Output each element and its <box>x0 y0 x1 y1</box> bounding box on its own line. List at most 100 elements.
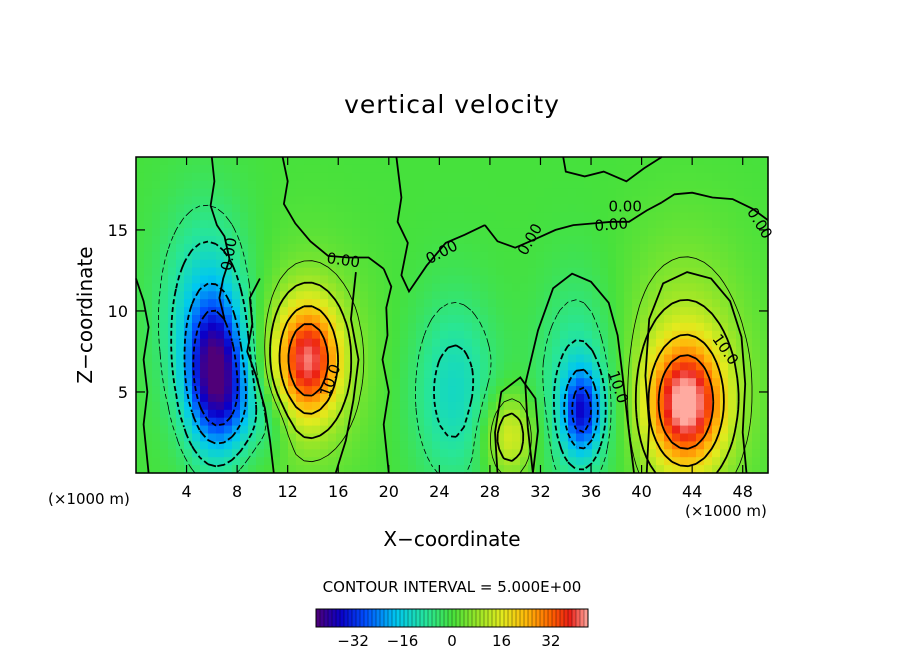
field-cell <box>192 457 201 466</box>
field-cell <box>544 457 553 466</box>
field-cell <box>176 433 185 442</box>
field-cell <box>664 307 673 316</box>
field-cell <box>520 465 529 474</box>
field-cell <box>440 401 449 411</box>
field-cell <box>392 172 401 182</box>
field-cell <box>568 307 577 316</box>
field-cell <box>400 386 409 395</box>
field-cell <box>632 346 641 356</box>
field-cell <box>400 196 409 205</box>
field-cell <box>576 267 585 277</box>
field-cell <box>456 449 465 458</box>
field-cell <box>648 378 657 387</box>
field-cell <box>352 220 361 229</box>
field-cell <box>512 164 521 174</box>
field-cell <box>368 275 377 284</box>
field-cell <box>512 196 521 205</box>
field-cell <box>384 370 393 379</box>
field-cell <box>728 188 737 198</box>
field-cell <box>552 346 561 356</box>
field-cell <box>552 465 561 474</box>
field-cell <box>480 157 489 166</box>
field-cell <box>728 362 737 371</box>
field-cell <box>504 346 513 356</box>
field-cell <box>384 172 393 182</box>
field-cell <box>608 275 617 284</box>
field-cell <box>288 346 297 356</box>
field-cell <box>672 417 681 427</box>
field-cell <box>664 370 673 379</box>
field-cell <box>680 441 689 450</box>
field-cell <box>704 338 713 348</box>
field-cell <box>384 299 393 308</box>
field-cell <box>472 433 481 442</box>
field-cell <box>576 236 585 245</box>
field-cell <box>528 267 537 277</box>
field-cell <box>288 409 297 419</box>
y-tick-label: 10 <box>108 302 128 321</box>
colorbar-swatch <box>552 609 557 627</box>
field-cell <box>400 457 409 466</box>
field-cell <box>384 180 393 190</box>
colorbar-swatch <box>412 609 417 627</box>
field-cell <box>312 315 321 324</box>
field-cell <box>496 283 505 292</box>
field-cell <box>504 401 513 411</box>
field-cell <box>736 299 745 308</box>
field-cell <box>344 180 353 190</box>
field-cell <box>432 394 441 403</box>
field-cell <box>408 172 417 182</box>
field-cell <box>304 236 313 245</box>
field-cell <box>312 267 321 277</box>
field-cell <box>664 259 673 269</box>
field-cell <box>160 433 169 442</box>
field-cell <box>368 409 377 419</box>
field-cell <box>392 465 401 474</box>
field-cell <box>280 212 289 221</box>
field-cell <box>656 157 665 166</box>
colorbar-swatch <box>496 609 501 627</box>
field-cell <box>360 401 369 411</box>
field-cell <box>536 315 545 324</box>
field-cell <box>272 267 281 277</box>
field-cell <box>456 172 465 182</box>
field-cell <box>656 291 665 300</box>
field-cell <box>248 433 257 442</box>
field-cell <box>216 457 225 466</box>
field-cell <box>160 228 169 237</box>
field-cell <box>744 188 753 198</box>
field-cell <box>392 362 401 371</box>
field-cell <box>312 212 321 221</box>
field-cell <box>336 228 345 237</box>
field-cell <box>416 299 425 308</box>
field-cell <box>448 259 457 269</box>
field-cell <box>608 291 617 300</box>
field-cell <box>328 243 337 253</box>
field-cell <box>648 196 657 205</box>
field-cell <box>184 401 193 411</box>
field-cell <box>264 346 273 356</box>
field-cell <box>704 236 713 245</box>
field-cell <box>408 441 417 450</box>
field-cell <box>248 441 257 450</box>
field-cell <box>528 299 537 308</box>
field-cell <box>248 409 257 419</box>
field-cell <box>488 417 497 427</box>
field-cell <box>240 441 249 450</box>
field-cell <box>264 267 273 277</box>
field-cell <box>672 204 681 213</box>
field-cell <box>248 291 257 300</box>
field-cell <box>376 449 385 458</box>
field-cell <box>680 307 689 316</box>
field-cell <box>400 401 409 411</box>
field-cell <box>520 212 529 221</box>
field-cell <box>376 370 385 379</box>
field-cell <box>360 259 369 269</box>
field-cell <box>608 267 617 277</box>
field-cell <box>256 164 265 174</box>
field-cell <box>728 315 737 324</box>
field-cell <box>528 378 537 387</box>
field-cell <box>416 307 425 316</box>
field-cell <box>368 386 377 395</box>
field-cell <box>632 228 641 237</box>
